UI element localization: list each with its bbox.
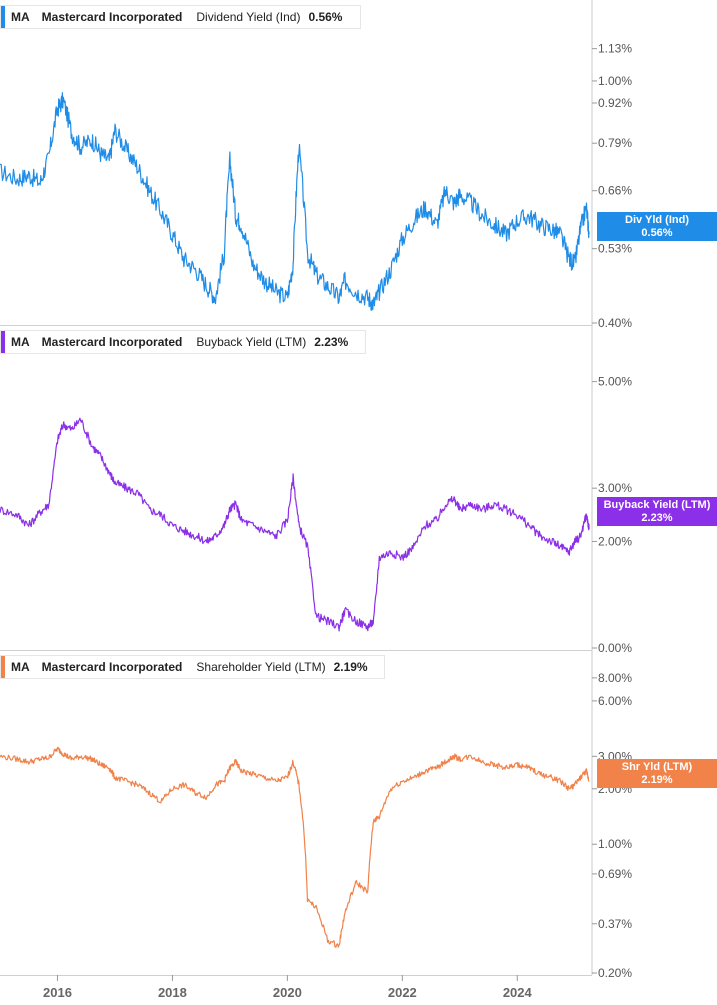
legend-ticker: MA	[11, 335, 30, 349]
x-tick-label: 2020	[273, 985, 302, 1000]
legend-swatch-buyback	[1, 331, 5, 353]
y-tick-label: 1.13%	[598, 42, 632, 56]
flag-value: 2.19%	[641, 773, 673, 786]
y-tick-label: 3.00%	[598, 481, 632, 495]
y-tick-label: 1.00%	[598, 837, 632, 851]
legend-dividend-yield[interactable]: MA Mastercard Incorporated Dividend Yiel…	[0, 5, 361, 29]
legend-metric: Dividend Yield (Ind)	[196, 10, 301, 24]
y-tick-label: 0.92%	[598, 96, 632, 110]
y-tick-label: 0.20%	[598, 966, 632, 980]
y-tick-label: 2.00%	[598, 534, 632, 548]
x-tick-label: 2022	[388, 985, 417, 1000]
legend-company: Mastercard Incorporated	[41, 10, 183, 24]
legend-value: 0.56%	[308, 10, 343, 24]
flag-label: Buyback Yield (LTM)	[603, 498, 711, 511]
y-tick-label: 1.00%	[598, 74, 632, 88]
x-tick-label: 2018	[158, 985, 187, 1000]
legend-company: Mastercard Incorporated	[41, 335, 183, 349]
value-flag-buyback: Buyback Yield (LTM) 2.23%	[597, 497, 717, 526]
y-tick-label: 5.00%	[598, 375, 632, 389]
legend-buyback-yield[interactable]: MA Mastercard Incorporated Buyback Yield…	[0, 330, 366, 354]
series-line-shareholder-yield	[0, 746, 590, 948]
value-flag-dividend: Div Yld (Ind) 0.56%	[597, 212, 717, 241]
flag-value: 0.56%	[641, 226, 673, 239]
legend-swatch-dividend	[1, 6, 5, 28]
y-tick-label: 0.53%	[598, 242, 632, 256]
legend-metric: Shareholder Yield (LTM)	[196, 660, 326, 674]
x-tick-label: 2024	[503, 985, 533, 1000]
y-tick-label: 0.37%	[598, 917, 632, 931]
panel-separators	[0, 0, 593, 976]
legend-swatch-shareholder	[1, 656, 5, 678]
x-tick-label: 2016	[43, 985, 72, 1000]
flag-label: Shr Yld (LTM)	[621, 760, 693, 773]
y-tick-label: 0.40%	[598, 316, 632, 330]
legend-shareholder-yield[interactable]: MA Mastercard Incorporated Shareholder Y…	[0, 655, 385, 679]
legend-company: Mastercard Incorporated	[41, 660, 183, 674]
legend-value: 2.23%	[314, 335, 349, 349]
y-tick-label: 0.79%	[598, 136, 632, 150]
legend-metric: Buyback Yield (LTM)	[196, 335, 307, 349]
y-axes: 1.13% 1.00% 0.92% 0.79% 0.66% 0.53% 0.40% 5.00%…	[592, 42, 632, 980]
y-tick-label: 6.00%	[598, 694, 632, 708]
x-axis: 2016 2018 2020 2022 2024	[43, 975, 533, 1000]
series-line-dividend-yield	[0, 92, 590, 311]
y-tick-label: 0.66%	[598, 184, 632, 198]
y-tick-label: 8.00%	[598, 671, 632, 685]
legend-value: 2.19%	[333, 660, 368, 674]
legend-ticker: MA	[11, 10, 30, 24]
flag-value: 2.23%	[641, 511, 673, 524]
y-tick-label: 0.69%	[598, 867, 632, 881]
y-tick-label: 0.00%	[598, 641, 632, 655]
value-flag-shareholder: Shr Yld (LTM) 2.19%	[597, 759, 717, 788]
legend-ticker: MA	[11, 660, 30, 674]
series-line-buyback-yield	[0, 417, 590, 632]
flag-label: Div Yld (Ind)	[625, 213, 689, 226]
series-lines	[0, 92, 590, 948]
